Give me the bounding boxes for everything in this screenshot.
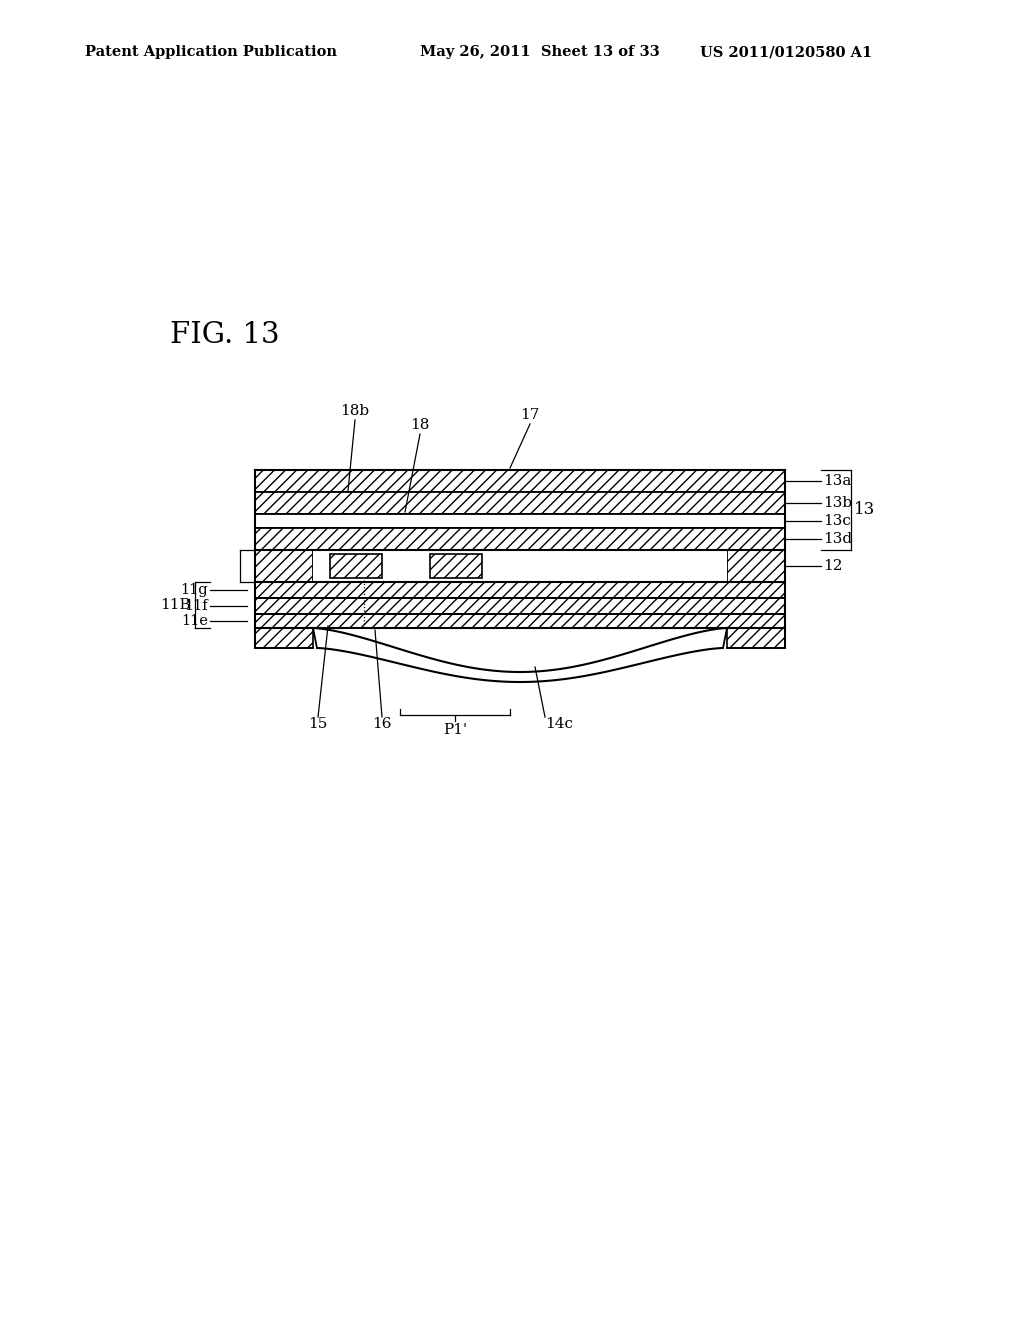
Bar	[313, 550, 727, 582]
Text: 18: 18	[411, 418, 430, 432]
Text: US 2011/0120580 A1: US 2011/0120580 A1	[700, 45, 872, 59]
Bar	[255, 582, 785, 598]
Text: Patent Application Publication: Patent Application Publication	[85, 45, 337, 59]
Text: May 26, 2011  Sheet 13 of 33: May 26, 2011 Sheet 13 of 33	[420, 45, 659, 59]
Text: 13a: 13a	[823, 474, 851, 488]
Text: 11e: 11e	[181, 614, 208, 628]
Text: 11B: 11B	[161, 598, 191, 612]
Text: 13d: 13d	[823, 532, 852, 546]
Text: 13c: 13c	[823, 513, 851, 528]
Text: FIG. 13: FIG. 13	[170, 321, 280, 348]
Bar	[727, 550, 785, 582]
Bar	[255, 598, 785, 614]
Text: 13: 13	[854, 502, 876, 519]
Text: 17: 17	[520, 408, 540, 422]
Text: 11g: 11g	[180, 583, 208, 597]
Text: P1': P1'	[443, 723, 467, 737]
Text: 18b: 18b	[340, 404, 370, 418]
Text: 12: 12	[823, 558, 843, 573]
Text: 15: 15	[308, 717, 328, 731]
Bar	[330, 554, 382, 578]
Bar	[727, 628, 785, 648]
Bar	[255, 614, 785, 628]
Text: 11f: 11f	[184, 599, 208, 612]
Bar	[255, 550, 313, 582]
Bar	[255, 513, 785, 528]
Text: 16: 16	[373, 717, 392, 731]
Text: 13b: 13b	[823, 496, 852, 510]
Bar	[255, 528, 785, 550]
Text: 14c: 14c	[545, 717, 573, 731]
Bar	[255, 492, 785, 513]
Bar	[255, 470, 785, 492]
Bar	[430, 554, 482, 578]
Bar	[255, 628, 313, 648]
